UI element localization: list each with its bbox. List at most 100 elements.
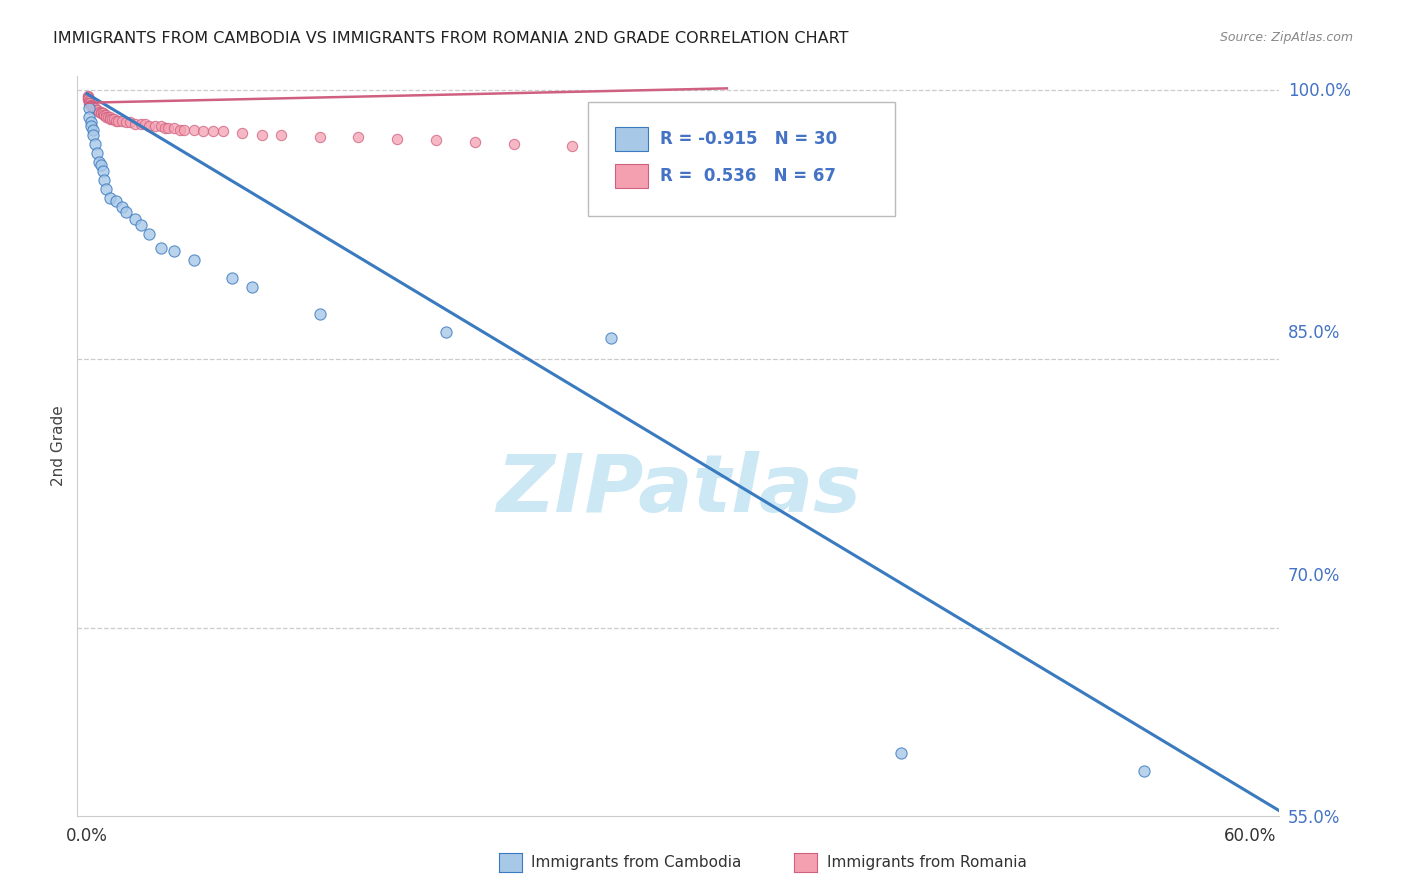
- Point: [111, 113, 134, 128]
- Bar: [614, 164, 648, 187]
- Point: [80, 97, 103, 112]
- Point: [76, 90, 98, 104]
- Point: [183, 253, 205, 268]
- Point: [308, 307, 330, 321]
- Point: [80, 119, 103, 133]
- Point: [308, 129, 330, 144]
- Text: Immigrants from Romania: Immigrants from Romania: [827, 855, 1026, 870]
- Point: [77, 92, 100, 106]
- Point: [77, 94, 100, 108]
- Point: [124, 212, 146, 227]
- Point: [131, 218, 153, 232]
- Point: [387, 131, 409, 145]
- Point: [98, 110, 121, 124]
- Point: [87, 104, 110, 119]
- Point: [114, 115, 136, 129]
- Point: [157, 120, 180, 135]
- Text: ZIPatlas: ZIPatlas: [496, 451, 860, 530]
- Point: [97, 110, 120, 124]
- Point: [82, 99, 104, 113]
- Point: [77, 90, 100, 104]
- Point: [77, 101, 100, 115]
- Point: [91, 106, 114, 120]
- Point: [149, 241, 172, 255]
- Point: [138, 227, 160, 241]
- Point: [96, 110, 118, 124]
- Point: [80, 99, 103, 113]
- Point: [80, 99, 103, 113]
- Point: [270, 128, 292, 142]
- Point: [91, 164, 114, 178]
- Point: [93, 108, 115, 122]
- Point: [82, 128, 104, 142]
- Point: [138, 119, 160, 133]
- Point: [464, 135, 486, 149]
- Point: [93, 108, 115, 122]
- Text: R =  0.536   N = 67: R = 0.536 N = 67: [661, 167, 837, 185]
- Text: Immigrants from Cambodia: Immigrants from Cambodia: [531, 855, 742, 870]
- Point: [619, 140, 641, 154]
- Point: [98, 112, 121, 126]
- Point: [86, 103, 108, 117]
- Point: [434, 325, 457, 339]
- Point: [79, 97, 101, 112]
- Point: [105, 194, 128, 209]
- Point: [561, 138, 583, 153]
- Point: [193, 124, 215, 138]
- Point: [143, 119, 166, 133]
- Point: [77, 94, 100, 108]
- Point: [347, 129, 370, 144]
- Point: [173, 122, 195, 136]
- Y-axis label: 2nd Grade: 2nd Grade: [51, 406, 66, 486]
- Point: [240, 280, 263, 294]
- Point: [77, 92, 100, 106]
- Point: [90, 158, 112, 172]
- Point: [221, 271, 243, 285]
- Point: [86, 103, 108, 117]
- Point: [80, 115, 103, 129]
- Point: [91, 106, 114, 120]
- Point: [716, 144, 738, 158]
- Point: [77, 95, 100, 110]
- Text: R = -0.915   N = 30: R = -0.915 N = 30: [661, 129, 838, 148]
- Point: [87, 154, 110, 169]
- Point: [202, 124, 225, 138]
- Point: [83, 101, 105, 115]
- Point: [183, 122, 205, 136]
- Point: [1132, 764, 1154, 779]
- Point: [82, 122, 104, 136]
- Point: [599, 330, 621, 344]
- Point: [103, 112, 125, 126]
- Point: [111, 200, 134, 214]
- Point: [90, 104, 112, 119]
- Point: [658, 142, 681, 156]
- Point: [134, 117, 156, 131]
- Text: Source: ZipAtlas.com: Source: ZipAtlas.com: [1219, 31, 1353, 45]
- Point: [83, 103, 105, 117]
- Point: [231, 126, 253, 140]
- Point: [163, 244, 186, 259]
- Bar: [614, 127, 648, 151]
- Point: [105, 113, 128, 128]
- Point: [250, 128, 273, 142]
- Point: [502, 136, 524, 151]
- Point: [96, 108, 118, 122]
- Point: [211, 124, 233, 138]
- Point: [153, 120, 176, 135]
- Point: [79, 95, 101, 110]
- Point: [96, 182, 118, 196]
- Point: [76, 88, 98, 103]
- Point: [79, 95, 101, 110]
- Point: [425, 133, 447, 147]
- Point: [169, 122, 191, 136]
- Point: [131, 117, 153, 131]
- Point: [890, 747, 912, 761]
- Text: IMMIGRANTS FROM CAMBODIA VS IMMIGRANTS FROM ROMANIA 2ND GRADE CORRELATION CHART: IMMIGRANTS FROM CAMBODIA VS IMMIGRANTS F…: [53, 31, 849, 46]
- Point: [124, 117, 146, 131]
- Point: [82, 101, 104, 115]
- Point: [77, 110, 100, 124]
- Point: [86, 145, 108, 160]
- Point: [101, 112, 124, 126]
- Point: [98, 191, 121, 205]
- FancyBboxPatch shape: [588, 102, 894, 217]
